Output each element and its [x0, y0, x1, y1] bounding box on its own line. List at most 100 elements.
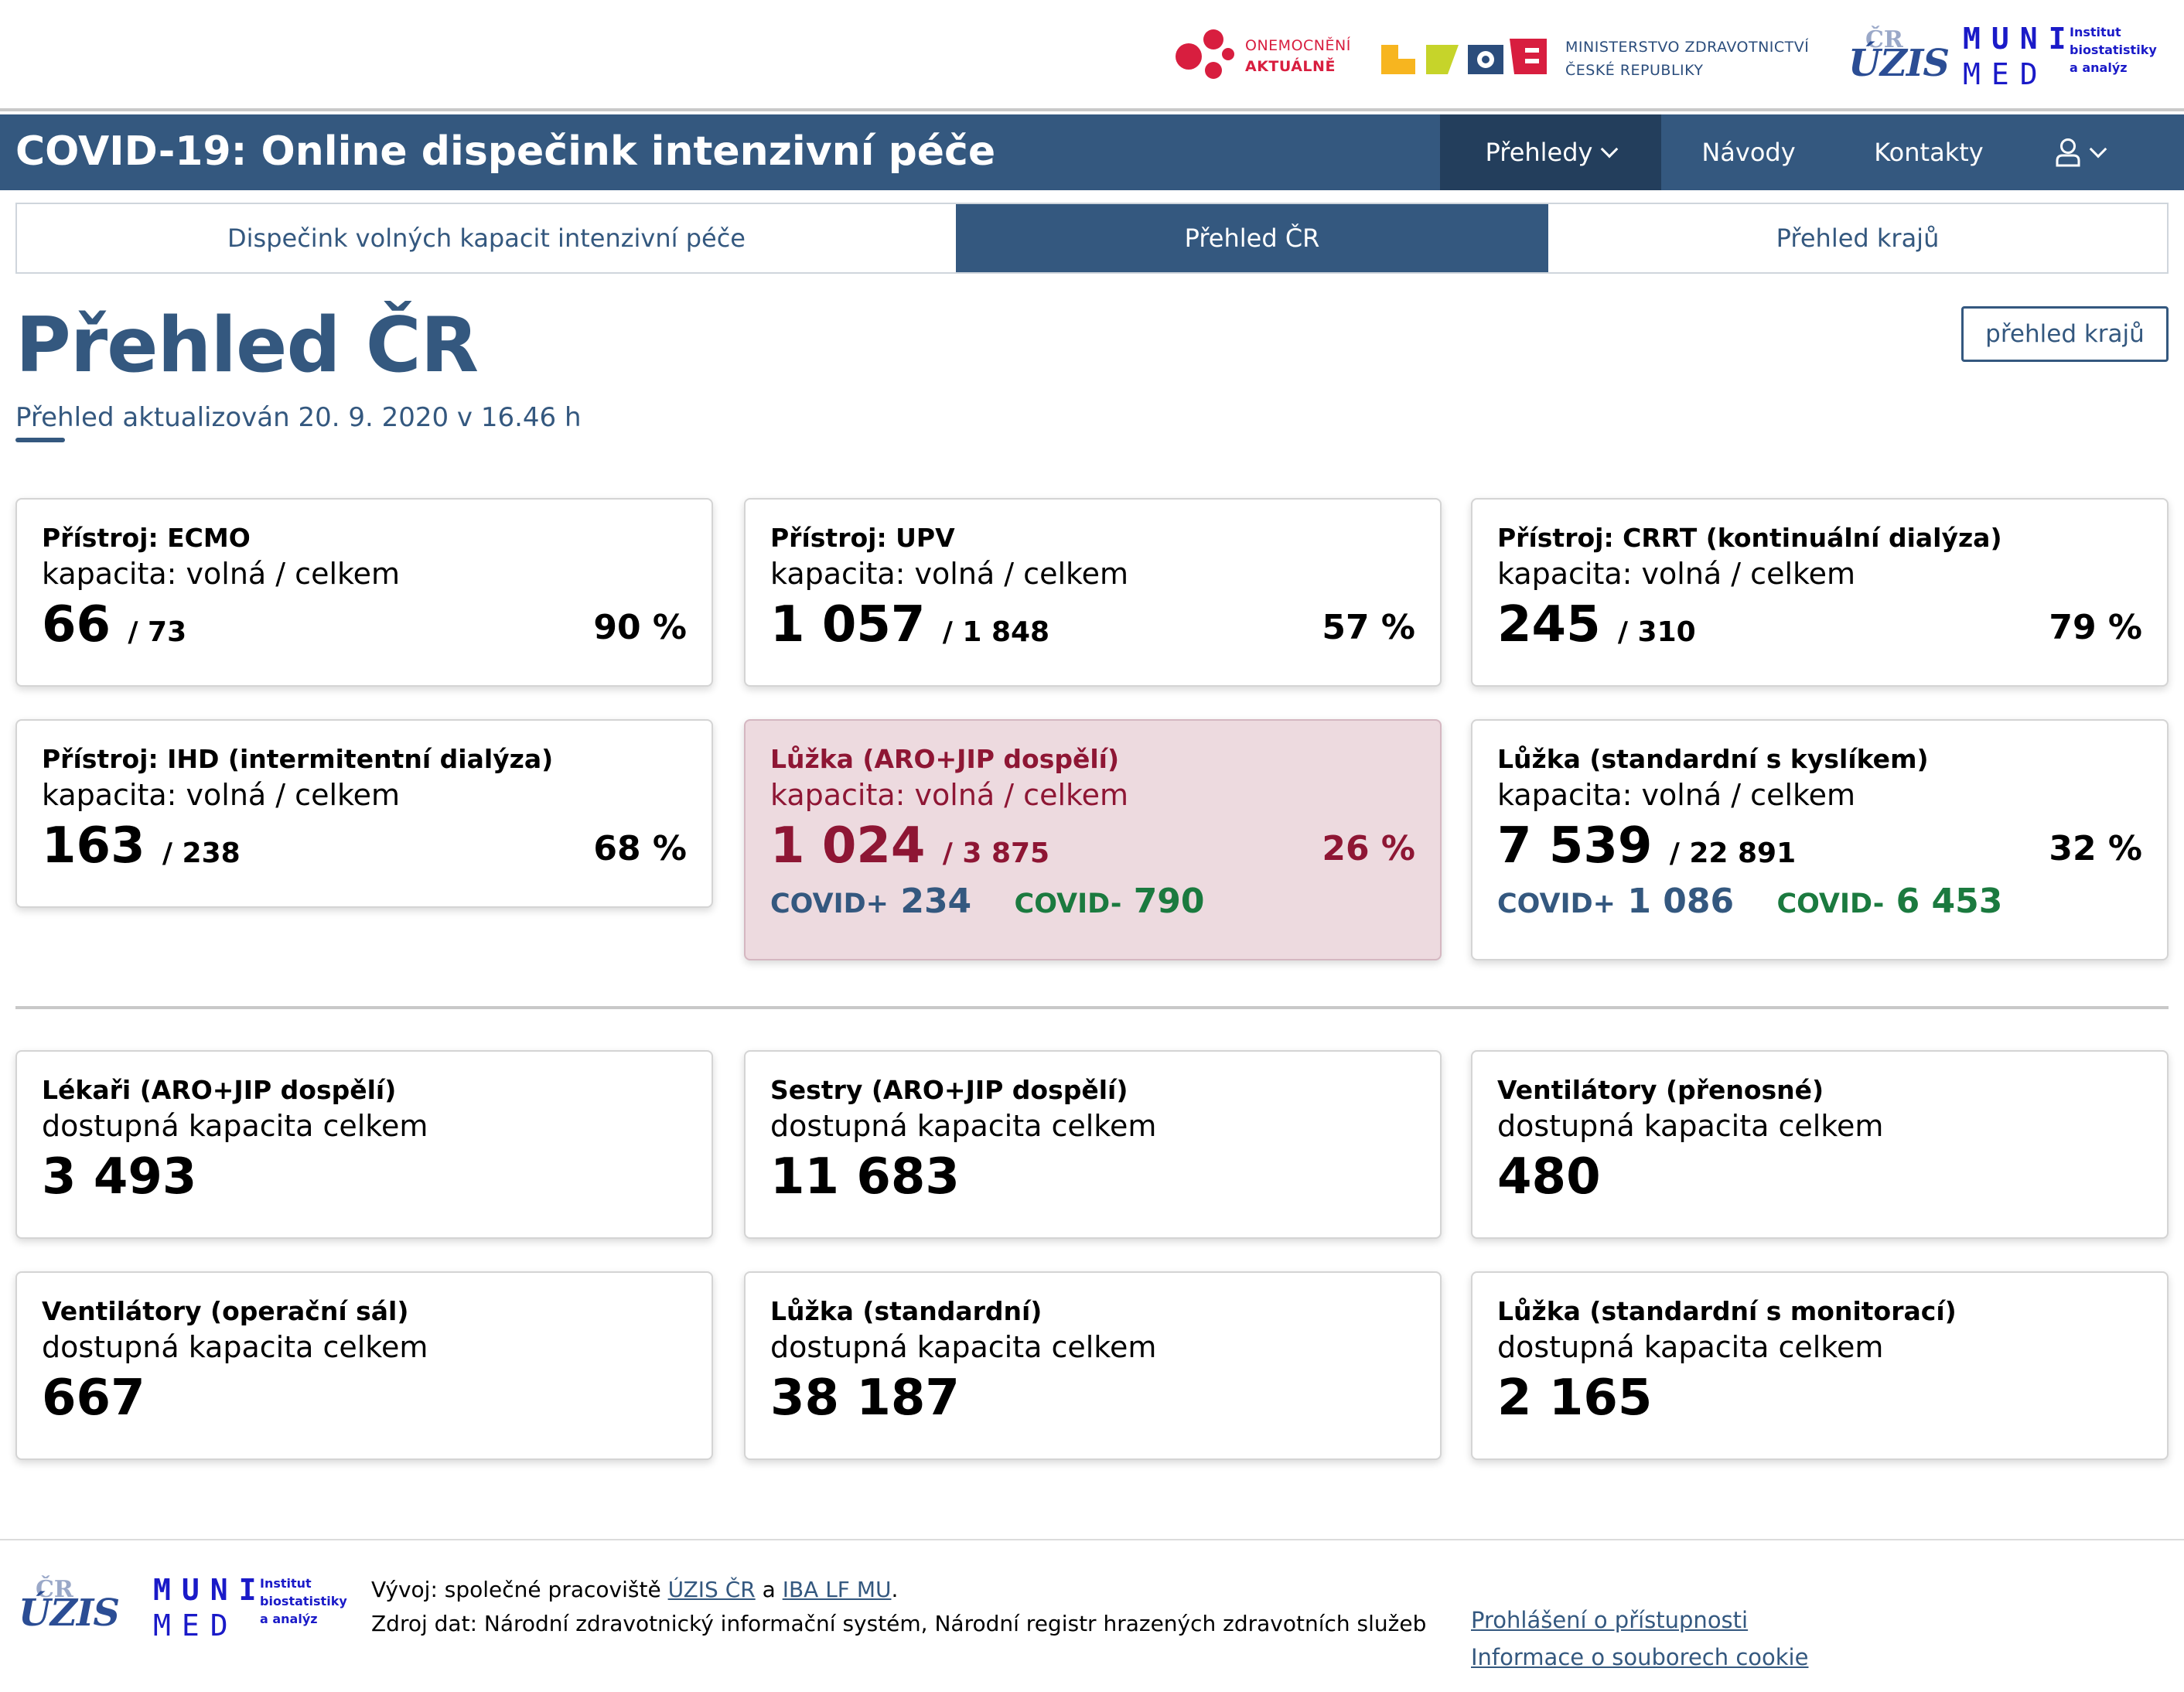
card-subtitle: dostupná kapacita celkem: [770, 1109, 1157, 1143]
capacity-card-upv: Přístroj: UPV kapacita: volná / celkem 1…: [744, 498, 1442, 687]
capacity-percent: 79 %: [2049, 608, 2142, 647]
chevron-down-icon: [1601, 140, 1619, 159]
nav-item-label: Přehledy: [1485, 138, 1593, 167]
card-subtitle: kapacita: volná / celkem: [1497, 557, 1856, 591]
capacity-percent: 90 %: [593, 608, 687, 647]
tab-prehled-cr[interactable]: Přehled ČR: [956, 204, 1548, 272]
main-navbar: COVID-19: Online dispečink intenzivní pé…: [0, 114, 2184, 190]
free-capacity-value: 66: [42, 596, 111, 653]
tab-prehled-kraju[interactable]: Přehled krajů: [1776, 223, 1940, 253]
covid-positive-stat: COVID+ 234: [770, 882, 972, 921]
mzcr-mark-icon: [1381, 39, 1551, 74]
footer-uzis-logo[interactable]: ČR ÚZIS: [19, 1576, 120, 1638]
nav-item-navody[interactable]: Návody: [1661, 114, 1836, 190]
free-capacity-value: 1 057: [770, 596, 926, 653]
covid-negative-stat: COVID- 6 453: [1776, 882, 2003, 921]
capacity-card-ihd: Přístroj: IHD (intermitentní dialýza) ka…: [15, 719, 713, 908]
tab-dispecink[interactable]: Dispečink volných kapacit intenzivní péč…: [227, 223, 746, 253]
card-title: Přístroj: UPV: [770, 523, 955, 553]
uzis-cr-link[interactable]: ÚZIS ČR: [667, 1577, 756, 1602]
covid-positive-stat: COVID+ 1 086: [1497, 882, 1735, 921]
available-card-doctors: Lékaři (ARO+JIP dospělí) dostupná kapaci…: [15, 1050, 713, 1239]
nav-item-label: Kontakty: [1874, 138, 1984, 167]
nav-item-prehledy[interactable]: Přehledy: [1440, 114, 1661, 190]
onemocneni-line2: AKTUÁLNĚ: [1245, 58, 1336, 75]
institut-text: Institut biostatistiky a analýz: [260, 1576, 347, 1626]
card-title: Lůžka (standardní): [770, 1296, 1043, 1326]
institut-text: Institut biostatistiky a analýz: [2070, 25, 2157, 75]
capacity-card-beds-aro-jip: Lůžka (ARO+JIP dospělí) kapacita: volná …: [744, 719, 1442, 960]
total-capacity-value: / 1 848: [942, 616, 1050, 648]
card-title: Přístroj: CRRT (kontinuální dialýza): [1497, 523, 2002, 553]
free-capacity-value: 1 024: [770, 817, 926, 875]
uzis-logo[interactable]: ČR ÚZIS: [1848, 26, 1950, 88]
available-value: 2 165: [1497, 1370, 1653, 1427]
mzcr-line2: ČESKÉ REPUBLIKY: [1565, 62, 1704, 79]
card-title: Ventilátory (operační sál): [42, 1296, 409, 1326]
card-title: Lůžka (standardní s kyslíkem): [1497, 744, 1929, 774]
footer-data-source-text: Zdroj dat: Národní zdravotnický informač…: [371, 1611, 1427, 1636]
card-subtitle: dostupná kapacita celkem: [770, 1330, 1157, 1364]
capacity-percent: 26 %: [1322, 829, 1415, 868]
card-title: Ventilátory (přenosné): [1497, 1075, 1824, 1105]
card-subtitle: dostupná kapacita celkem: [42, 1109, 428, 1143]
capacity-percent: 68 %: [593, 829, 687, 868]
free-capacity-value: 7 539: [1497, 817, 1653, 875]
med-word: MED: [1963, 57, 2049, 91]
uzis-word: ÚZIS: [1848, 42, 1950, 85]
capacity-percent: 57 %: [1322, 608, 1415, 647]
card-subtitle: kapacita: volná / celkem: [42, 557, 401, 591]
card-title: Sestry (ARO+JIP dospělí): [770, 1075, 1128, 1105]
page-footer: ČR ÚZIS MUNI MED Institut biostatistiky …: [0, 1539, 2184, 1692]
onemocneni-line1: ONEMOCNĚNÍ: [1245, 37, 1351, 54]
free-capacity-value: 163: [42, 817, 145, 875]
card-title: Přístroj: IHD (intermitentní dialýza): [42, 744, 554, 774]
covid-negative-stat: COVID- 790: [1014, 882, 1205, 921]
iba-lf-mu-link[interactable]: IBA LF MU: [782, 1577, 892, 1602]
capacity-card-ecmo: Přístroj: ECMO kapacita: volná / celkem …: [15, 498, 713, 687]
title-accent-underline: [15, 438, 65, 442]
uzis-cr-text: ČR: [36, 1576, 73, 1603]
user-icon: [2056, 138, 2080, 167]
footer-muni-med-logo[interactable]: MUNI MED Institut biostatistiky a analýz: [153, 1573, 354, 1643]
total-capacity-value: / 3 875: [942, 837, 1050, 869]
page-title: Přehled ČR: [15, 302, 479, 390]
available-card-or-ventilators: Ventilátory (operační sál) dostupná kapa…: [15, 1271, 713, 1460]
total-capacity-value: / 310: [1617, 616, 1696, 648]
card-subtitle: dostupná kapacita celkem: [1497, 1109, 1884, 1143]
capacity-card-crrt: Přístroj: CRRT (kontinuální dialýza) kap…: [1471, 498, 2169, 687]
available-value: 480: [1497, 1148, 1601, 1206]
logo-strip: ONEMOCNĚNÍ AKTUÁLNĚ MINISTERSTVO ZDRAVOT…: [0, 0, 2184, 111]
muni-med-logo[interactable]: MUNI MED Institut biostatistiky a analýz: [1963, 22, 2164, 91]
nav-item-label: Návody: [1701, 138, 1796, 167]
uzis-cr-text: ČR: [1865, 26, 1903, 53]
card-title: Lékaři (ARO+JIP dospělí): [42, 1075, 397, 1105]
cookie-info-link[interactable]: Informace o souborech cookie: [1471, 1644, 1809, 1670]
nav-item-kontakty[interactable]: Kontakty: [1836, 114, 2022, 190]
accessibility-statement-link[interactable]: Prohlášení o přístupnosti: [1471, 1607, 1749, 1633]
available-card-standard-beds: Lůžka (standardní) dostupná kapacita cel…: [744, 1271, 1442, 1460]
mzcr-logo[interactable]: MINISTERSTVO ZDRAVOTNICTVÍ ČESKÉ REPUBLI…: [1381, 36, 1814, 82]
app-title[interactable]: COVID-19: Online dispečink intenzivní pé…: [15, 128, 996, 175]
prehled-kraju-button[interactable]: přehled krajů: [1961, 306, 2169, 362]
available-card-nurses: Sestry (ARO+JIP dospělí) dostupná kapaci…: [744, 1050, 1442, 1239]
last-updated-text: Přehled aktualizován 20. 9. 2020 v 16.46…: [15, 402, 582, 433]
available-value: 38 187: [770, 1370, 960, 1427]
card-title: Lůžka (standardní s monitorací): [1497, 1296, 1957, 1326]
card-title: Lůžka (ARO+JIP dospělí): [770, 744, 1120, 774]
card-title: Přístroj: ECMO: [42, 523, 251, 553]
muni-word: MUNI: [153, 1573, 268, 1607]
view-tabs: Dispečink volných kapacit intenzivní péč…: [15, 203, 2169, 274]
card-subtitle: dostupná kapacita celkem: [42, 1330, 428, 1364]
free-capacity-value: 245: [1497, 596, 1601, 653]
available-card-monitored-beds: Lůžka (standardní s monitorací) dostupná…: [1471, 1271, 2169, 1460]
total-capacity-value: / 238: [162, 837, 241, 869]
med-word: MED: [153, 1608, 239, 1643]
total-capacity-value: / 22 891: [1669, 837, 1797, 869]
capacity-percent: 32 %: [2049, 829, 2142, 868]
onemocneni-aktualne-logo[interactable]: ONEMOCNĚNÍ AKTUÁLNĚ: [1174, 28, 1360, 82]
section-divider: [15, 1006, 2169, 1009]
user-menu-button[interactable]: [2022, 114, 2138, 190]
capacity-card-beds-oxygen: Lůžka (standardní s kyslíkem) kapacita: …: [1471, 719, 2169, 960]
available-value: 11 683: [770, 1148, 960, 1206]
